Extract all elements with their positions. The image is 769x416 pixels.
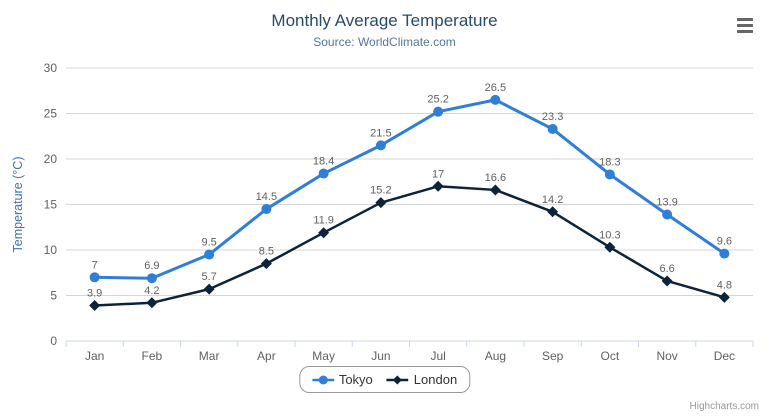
data-label: 4.2 [144, 285, 159, 297]
chart-subtitle: Source: WorldClimate.com [313, 35, 456, 49]
series-line-tokyo [93, 98, 726, 280]
x-tick-label: Sep [542, 349, 564, 363]
data-point-tokyo[interactable] [261, 204, 272, 215]
y-tick-label: 0 [50, 334, 57, 348]
legend-item-tokyo[interactable]: Tokyo [311, 372, 373, 387]
legend-label: London [413, 372, 458, 387]
data-label: 23.3 [542, 111, 563, 123]
data-point-tokyo[interactable] [375, 140, 386, 151]
data-point-tokyo[interactable] [204, 249, 215, 260]
data-point-tokyo[interactable] [547, 123, 558, 134]
data-label: 6.6 [659, 263, 674, 275]
x-tick-label: Dec [714, 349, 735, 363]
data-point-london[interactable] [146, 297, 158, 309]
data-point-tokyo[interactable] [318, 168, 329, 179]
data-point-london[interactable] [203, 283, 215, 295]
data-point-london[interactable] [547, 206, 559, 218]
circle-marker-icon [311, 375, 334, 384]
y-tick-label: 20 [44, 152, 58, 166]
x-tick-label: Aug [485, 349, 506, 363]
data-point-london[interactable] [432, 180, 444, 192]
y-tick-label: 10 [44, 243, 58, 257]
hamburger-bar [737, 24, 753, 27]
data-point-london[interactable] [375, 197, 387, 209]
data-label: 4.8 [717, 279, 732, 291]
data-point-tokyo[interactable] [719, 248, 730, 259]
data-label: 18.3 [599, 156, 620, 168]
data-point-tokyo[interactable] [662, 209, 673, 220]
x-tick-label: Mar [199, 349, 220, 363]
x-tick-label: Jun [371, 349, 390, 363]
data-label: 5.7 [201, 271, 216, 283]
data-point-london[interactable] [718, 291, 730, 303]
credits-link[interactable]: Highcharts.com [689, 401, 759, 412]
diamond-marker-icon [386, 375, 409, 384]
data-point-tokyo[interactable] [433, 106, 444, 117]
data-point-london[interactable] [661, 275, 673, 287]
y-tick-label: 15 [44, 198, 58, 212]
x-tick-label: Jul [430, 349, 445, 363]
data-point-london[interactable] [89, 300, 101, 312]
data-point-tokyo[interactable] [490, 94, 501, 105]
data-label: 8.5 [259, 246, 274, 258]
data-label: 13.9 [656, 197, 677, 209]
legend-item-london[interactable]: London [386, 372, 458, 387]
y-axis-title: Temperature (°C) [11, 157, 25, 253]
y-tick-label: 5 [50, 289, 57, 303]
hamburger-menu-icon[interactable] [735, 16, 755, 35]
data-point-london[interactable] [260, 258, 272, 270]
x-tick-label: Feb [142, 349, 163, 363]
x-tick-label: Apr [257, 349, 276, 363]
data-point-tokyo[interactable] [89, 272, 100, 283]
series-line-london [93, 185, 726, 307]
x-tick-label: Nov [656, 349, 677, 363]
data-label: 17 [432, 168, 444, 180]
data-label: 26.5 [485, 82, 506, 94]
data-label: 6.9 [144, 260, 159, 272]
data-label: 15.2 [370, 185, 391, 197]
data-label: 25.2 [427, 94, 448, 106]
chart-title: Monthly Average Temperature [271, 11, 498, 30]
data-label: 21.5 [370, 127, 391, 139]
data-label: 7 [92, 259, 98, 271]
legend: Tokyo London [298, 366, 471, 393]
data-label: 16.6 [485, 172, 506, 184]
y-tick-label: 30 [44, 61, 58, 75]
data-label: 9.6 [717, 236, 732, 248]
y-tick-label: 25 [44, 107, 58, 121]
x-tick-label: Oct [601, 349, 620, 363]
data-point-tokyo[interactable] [604, 169, 615, 180]
data-point-london[interactable] [318, 227, 330, 239]
data-label: 9.5 [201, 237, 216, 249]
hamburger-bar [737, 30, 753, 33]
hamburger-bar [737, 18, 753, 21]
data-label: 10.3 [599, 229, 620, 241]
x-tick-label: Jan [85, 349, 104, 363]
data-label: 18.4 [313, 156, 334, 168]
data-point-london[interactable] [489, 184, 501, 196]
data-label: 11.9 [313, 215, 334, 227]
data-point-tokyo[interactable] [146, 273, 157, 284]
data-label: 3.9 [87, 288, 102, 300]
data-point-london[interactable] [604, 241, 616, 253]
x-tick-label: May [312, 349, 335, 363]
data-label: 14.5 [256, 191, 277, 203]
data-label: 14.2 [542, 194, 563, 206]
legend-label: Tokyo [338, 372, 373, 387]
